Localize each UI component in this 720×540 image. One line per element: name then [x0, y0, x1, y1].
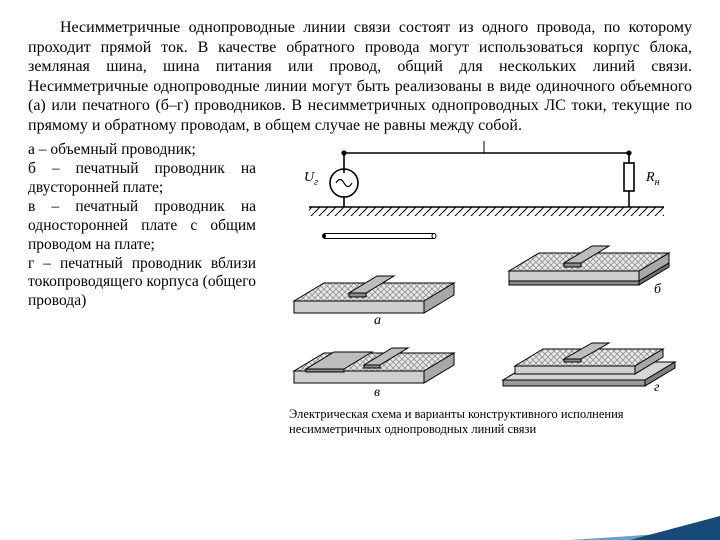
legend-a: а – объемный проводник;	[28, 141, 256, 160]
legend-b: б – печатный проводник на двусторонней п…	[28, 160, 256, 198]
label-lc: ЛС	[474, 141, 490, 143]
legend-block: а – объемный проводник; б – печатный про…	[28, 141, 256, 438]
variant-a-iso	[294, 276, 454, 313]
decor-corner-dark	[630, 516, 720, 540]
figure-caption: Электрическая схема и варианты конструкт…	[289, 407, 669, 438]
label-b: б	[654, 282, 662, 297]
label-g: г	[654, 380, 660, 395]
legend-g: г – печатный проводник вблизи токопровод…	[28, 255, 256, 312]
variant-v	[294, 348, 454, 383]
variant-a	[322, 234, 436, 239]
variant-b	[509, 246, 669, 285]
figure-block: Uг ЛС Rн	[266, 141, 692, 438]
figure-svg: Uг ЛС Rн	[274, 141, 684, 401]
legend-v: в – печатный проводник на односторонней …	[28, 198, 256, 255]
label-rn: Rн	[645, 170, 660, 188]
label-a: а	[374, 313, 381, 328]
main-paragraph: Несимметричные однопроводные линии связи…	[28, 18, 692, 135]
label-v: в	[374, 385, 380, 400]
label-ug: Uг	[304, 170, 318, 188]
variant-g	[503, 343, 675, 386]
circuit-schematic	[309, 141, 664, 216]
